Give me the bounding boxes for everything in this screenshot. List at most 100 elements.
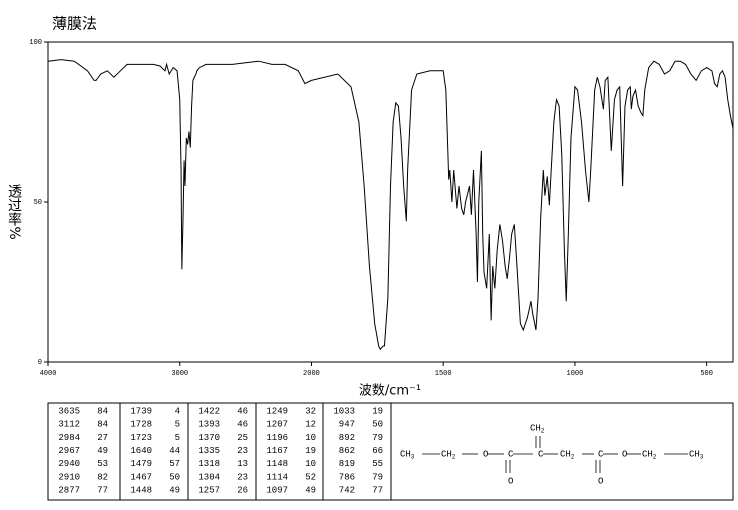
x-tick-label: 500 bbox=[700, 370, 713, 378]
peak-transmittance: 23 bbox=[237, 446, 248, 456]
atom-subscript: 2 bbox=[571, 454, 575, 461]
peak-transmittance: 79 bbox=[372, 472, 383, 482]
peak-transmittance: 46 bbox=[237, 420, 248, 430]
peak-wavenumber: 2877 bbox=[58, 486, 80, 496]
peak-wavenumber: 1249 bbox=[266, 406, 288, 416]
peak-transmittance: 46 bbox=[237, 406, 248, 416]
peak-transmittance: 82 bbox=[97, 472, 108, 482]
atom-label: CH bbox=[560, 449, 571, 459]
bonds bbox=[422, 436, 688, 473]
peak-wavenumber: 819 bbox=[339, 459, 355, 469]
atom-label: O bbox=[622, 449, 627, 459]
peak-wavenumber: 742 bbox=[339, 486, 355, 496]
atom-label: CH bbox=[400, 449, 411, 459]
peak-transmittance: 44 bbox=[169, 446, 180, 456]
peak-transmittance: 57 bbox=[169, 459, 180, 469]
peak-transmittance: 10 bbox=[305, 459, 316, 469]
chart-title: 薄膜法 bbox=[52, 15, 97, 33]
peak-wavenumber: 1114 bbox=[266, 472, 288, 482]
atom-label: O bbox=[508, 476, 513, 486]
peak-wavenumber: 2967 bbox=[58, 446, 80, 456]
peak-transmittance: 50 bbox=[169, 472, 180, 482]
peak-wavenumber: 862 bbox=[339, 446, 355, 456]
peak-transmittance: 23 bbox=[237, 472, 248, 482]
peak-transmittance: 12 bbox=[305, 420, 316, 430]
peak-wavenumber: 3112 bbox=[58, 420, 80, 430]
peak-transmittance: 53 bbox=[97, 459, 108, 469]
peak-transmittance: 32 bbox=[305, 406, 316, 416]
peak-transmittance: 13 bbox=[237, 459, 248, 469]
peak-wavenumber: 1148 bbox=[266, 459, 288, 469]
atom-label: CH bbox=[441, 449, 452, 459]
peak-wavenumber: 892 bbox=[339, 433, 355, 443]
x-tick-label: 2000 bbox=[303, 370, 320, 378]
x-axis-label: 波数/cm⁻¹ bbox=[359, 384, 421, 399]
peak-wavenumber: 1479 bbox=[130, 459, 152, 469]
peak-wavenumber: 1723 bbox=[130, 433, 152, 443]
peak-transmittance: 5 bbox=[175, 420, 180, 430]
peak-wavenumber: 1422 bbox=[198, 406, 220, 416]
peak-transmittance: 55 bbox=[372, 459, 383, 469]
atom-label: CH bbox=[530, 423, 541, 433]
table-dividers bbox=[119, 403, 392, 500]
peak-transmittance: 25 bbox=[237, 433, 248, 443]
peak-wavenumber: 1393 bbox=[198, 420, 220, 430]
atom-subscript: 2 bbox=[541, 428, 545, 435]
x-tick-label: 1000 bbox=[567, 370, 584, 378]
x-tick-label: 4000 bbox=[40, 370, 57, 378]
atom-subscript: 3 bbox=[700, 454, 704, 461]
peak-transmittance: 52 bbox=[305, 472, 316, 482]
peak-wavenumber: 1728 bbox=[130, 420, 152, 430]
peak-wavenumber: 1167 bbox=[266, 446, 288, 456]
peak-wavenumber: 1448 bbox=[130, 486, 152, 496]
y-axis-label: 透过率% bbox=[6, 184, 22, 239]
atom-subscript: 2 bbox=[452, 454, 456, 461]
peak-wavenumber: 786 bbox=[339, 472, 355, 482]
peak-wavenumber: 947 bbox=[339, 420, 355, 430]
peak-wavenumber: 1033 bbox=[333, 406, 355, 416]
y-tick-label: 100 bbox=[29, 39, 42, 47]
x-tick-label: 1500 bbox=[435, 370, 452, 378]
peak-transmittance: 26 bbox=[237, 486, 248, 496]
peak-wavenumber: 1207 bbox=[266, 420, 288, 430]
peak-transmittance: 77 bbox=[97, 486, 108, 496]
peak-transmittance: 84 bbox=[97, 420, 108, 430]
peak-wavenumber: 3635 bbox=[58, 406, 80, 416]
peak-transmittance: 49 bbox=[97, 446, 108, 456]
peak-transmittance: 79 bbox=[372, 433, 383, 443]
atom-label: C bbox=[538, 449, 544, 459]
peak-wavenumber: 1640 bbox=[130, 446, 152, 456]
peak-transmittance: 5 bbox=[175, 433, 180, 443]
peak-transmittance: 50 bbox=[372, 420, 383, 430]
peak-transmittance: 84 bbox=[97, 406, 108, 416]
y-tick-label: 0 bbox=[38, 359, 42, 367]
spectrum-line bbox=[47, 59, 734, 351]
peak-wavenumber: 2940 bbox=[58, 459, 80, 469]
peak-transmittance: 19 bbox=[372, 406, 383, 416]
peak-transmittance: 27 bbox=[97, 433, 108, 443]
peak-transmittance: 77 bbox=[372, 486, 383, 496]
atom-label: CH bbox=[642, 449, 653, 459]
atom-label: O bbox=[483, 449, 488, 459]
peak-wavenumber: 1097 bbox=[266, 486, 288, 496]
atom-subscript: 2 bbox=[653, 454, 657, 461]
peak-wavenumber: 1467 bbox=[130, 472, 152, 482]
peak-transmittance: 19 bbox=[305, 446, 316, 456]
peak-transmittance: 66 bbox=[372, 446, 383, 456]
peak-transmittance: 49 bbox=[305, 486, 316, 496]
y-tick-label: 50 bbox=[34, 199, 42, 207]
peak-wavenumber: 1370 bbox=[198, 433, 220, 443]
peak-wavenumber: 2984 bbox=[58, 433, 80, 443]
atom-subscript: 3 bbox=[411, 454, 415, 461]
peak-wavenumber: 1335 bbox=[198, 446, 220, 456]
x-tick-label: 3000 bbox=[171, 370, 188, 378]
peak-transmittance: 4 bbox=[175, 406, 180, 416]
peak-wavenumber: 1196 bbox=[266, 433, 288, 443]
atom-label: C bbox=[598, 449, 604, 459]
peak-transmittance: 10 bbox=[305, 433, 316, 443]
atom-label: O bbox=[598, 476, 603, 486]
atom-label: CH bbox=[689, 449, 700, 459]
peak-transmittance: 49 bbox=[169, 486, 180, 496]
peak-wavenumber: 1304 bbox=[198, 472, 220, 482]
